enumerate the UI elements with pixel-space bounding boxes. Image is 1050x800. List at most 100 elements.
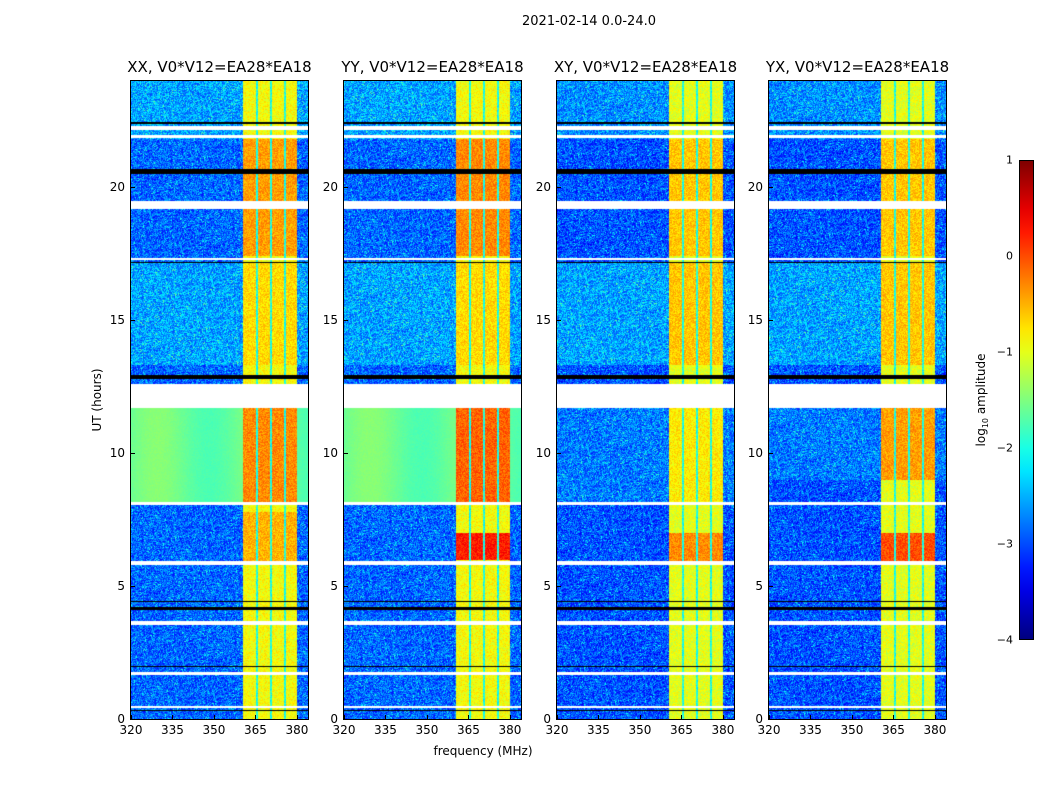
x-tick-label: 380 [285,723,309,737]
x-tick-label: 350 [202,723,226,737]
colorbar-tick-label: −4 [996,633,1013,647]
x-tick-label: 320 [545,723,569,737]
x-tick-label: 350 [415,723,439,737]
y-tick-label: 15 [747,313,763,328]
y-tick-mark [557,586,561,588]
y-tick-label: 0 [755,712,763,726]
y-tick-label: 10 [322,446,338,461]
y-tick-label: 10 [535,446,551,461]
x-tick-mark [639,715,641,719]
x-tick-mark [131,715,132,719]
y-tick-mark [769,586,773,588]
y-tick-label: 20 [322,180,338,195]
x-tick-label: 350 [628,723,652,737]
x-tick-mark [296,715,298,719]
x-tick-mark [681,715,683,719]
panel-title: YX, V0*V12=EA28*EA18 [765,58,950,76]
y-tick-label: 20 [747,180,763,195]
panel-xx: XX, V0*V12=EA28*EA18 0 5 10 15 20 320 335 350 36… [110,58,312,737]
colorbar-tick-label: −2 [996,441,1013,455]
x-tick-mark [557,715,558,719]
panel-yy: YY, V0*V12=EA28*EA18 0 5 10 15 20 320 335 350 36… [323,58,524,737]
y-tick-mark [557,187,561,189]
y-tick-mark [131,320,135,322]
y-tick-label: 0 [117,712,125,726]
y-tick-mark [769,453,773,455]
x-tick-mark [468,715,470,719]
panel-title: XX, V0*V12=EA28*EA18 [127,58,312,76]
x-tick-mark [344,715,345,719]
x-tick-label: 365 [670,723,693,737]
x-tick-label: 335 [799,723,822,737]
y-tick-label: 20 [535,180,551,195]
y-tick-mark [769,187,773,189]
colorbar-label: log10 amplitude [973,353,991,447]
x-tick-label: 365 [244,723,267,737]
heatmap-yx [769,81,946,719]
x-tick-mark [426,715,428,719]
x-tick-label: 380 [498,723,522,737]
x-tick-mark [385,715,387,719]
y-tick-mark [557,719,561,720]
y-tick-label: 0 [543,712,551,726]
x-tick-label: 380 [711,723,735,737]
y-tick-mark [344,586,348,588]
y-tick-label: 0 [330,712,338,726]
y-tick-mark [131,453,135,455]
x-tick-label: 335 [374,723,397,737]
panel-title: YY, V0*V12=EA28*EA18 [341,58,524,76]
figure-title: 2021-02-14 0.0-24.0 [522,14,656,29]
x-tick-label: 380 [923,723,947,737]
y-tick-mark [344,453,348,455]
x-tick-label: 335 [161,723,184,737]
panel-xy: XY, V0*V12=EA28*EA18 0 5 10 15 20 320 335 350 36… [536,58,737,737]
y-tick-label: 15 [535,313,551,328]
y-tick-label: 20 [109,180,125,195]
colorbar-tick-label: 1 [1006,153,1013,167]
x-tick-mark [598,715,600,719]
y-tick-label: 5 [543,579,551,594]
y-tick-mark [131,586,135,588]
y-axis-label: UT (hours) [90,368,104,432]
x-tick-mark [810,715,812,719]
x-tick-mark [851,715,853,719]
y-tick-label: 10 [747,446,763,461]
x-tick-mark [172,715,174,719]
x-tick-mark [769,715,770,719]
x-tick-mark [213,715,215,719]
heatmap-yy [344,81,521,719]
colorbar-tick-label: −1 [996,345,1013,359]
y-tick-label: 5 [330,579,338,594]
y-tick-mark [769,719,773,720]
y-tick-label: 15 [322,313,338,328]
y-tick-mark [557,320,561,322]
x-tick-label: 365 [457,723,480,737]
x-tick-label: 320 [119,723,143,737]
heatmap-xy [557,81,734,719]
x-tick-mark [255,715,257,719]
y-tick-mark [344,320,348,322]
colorbar-tick-label: −3 [996,537,1013,551]
x-tick-label: 320 [332,723,356,737]
y-tick-label: 15 [109,313,125,328]
x-tick-label: 335 [587,723,610,737]
x-tick-mark [934,715,936,719]
x-tick-label: 350 [840,723,864,737]
y-tick-mark [344,187,348,189]
panel-yx: YX, V0*V12=EA28*EA18 0 5 10 15 20 320 335 350 36… [748,58,949,737]
colorbar [1019,160,1034,640]
x-tick-mark [893,715,895,719]
heatmap-xx [131,81,308,719]
y-tick-label: 10 [109,446,125,461]
y-tick-mark [769,320,773,322]
x-axis-label: frequency (MHz) [433,744,533,758]
y-tick-label: 5 [755,579,763,594]
y-tick-mark [131,719,135,720]
y-tick-label: 5 [117,579,125,594]
y-tick-mark [131,187,135,189]
x-tick-mark [722,715,724,719]
colorbar-tick-label: 0 [1006,249,1013,263]
x-tick-mark [509,715,511,719]
x-tick-label: 320 [757,723,781,737]
